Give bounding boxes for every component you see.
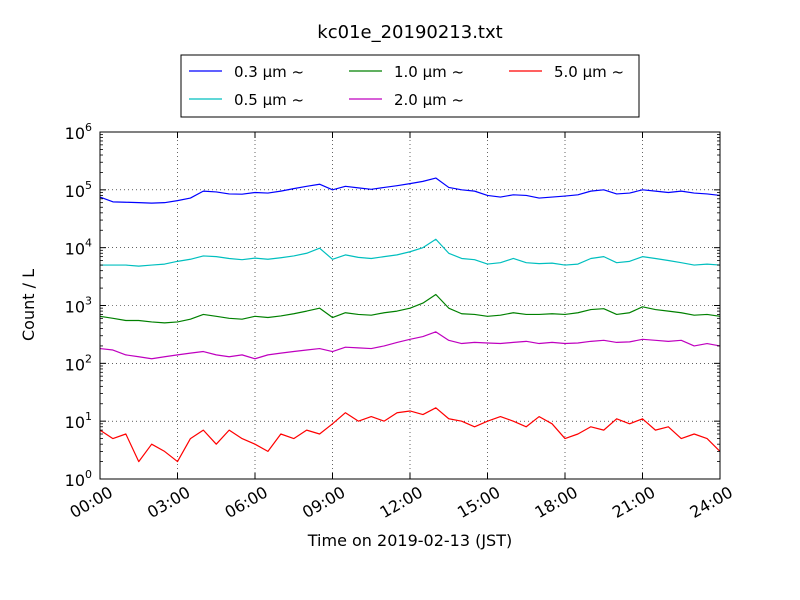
y-tick-label: 104: [65, 237, 92, 259]
chart-title: kc01e_20190213.txt: [317, 22, 502, 43]
series-line-2: [99, 293, 721, 324]
y-tick-label: 101: [65, 410, 92, 432]
grid-layer: [100, 132, 720, 479]
y-tick-label: 106: [65, 121, 92, 143]
series-line-0: [99, 177, 721, 204]
legend-entries: 0.3 μm ~ 0.5 μm ~ 1.0 μm ~ 2.0 μm ~ 5.0 μm ~: [189, 63, 624, 109]
legend-label: 2.0 μm ~: [394, 91, 464, 109]
y-tick-label: 100: [65, 468, 92, 490]
legend: 0.3 μm ~ 0.5 μm ~ 1.0 μm ~ 2.0 μm ~ 5.0 μm ~: [180, 54, 640, 118]
legend-label: 0.5 μm ~: [234, 91, 304, 109]
y-tick-label: 103: [65, 295, 92, 317]
y-tick-label: 105: [65, 179, 92, 201]
y-tick-label: 102: [65, 352, 92, 374]
legend-label: 0.3 μm ~: [234, 63, 304, 81]
series-line-3: [99, 331, 721, 360]
y-axis-label: Count / L: [19, 269, 38, 341]
legend-box: [180, 54, 640, 118]
legend-label: 1.0 μm ~: [394, 63, 464, 81]
series-layer: [99, 177, 721, 463]
legend-label: 5.0 μm ~: [554, 63, 624, 81]
series-line-1: [100, 238, 721, 267]
series-line-4: [99, 407, 721, 463]
x-axis-label: Time on 2019-02-13 (JST): [307, 531, 512, 550]
